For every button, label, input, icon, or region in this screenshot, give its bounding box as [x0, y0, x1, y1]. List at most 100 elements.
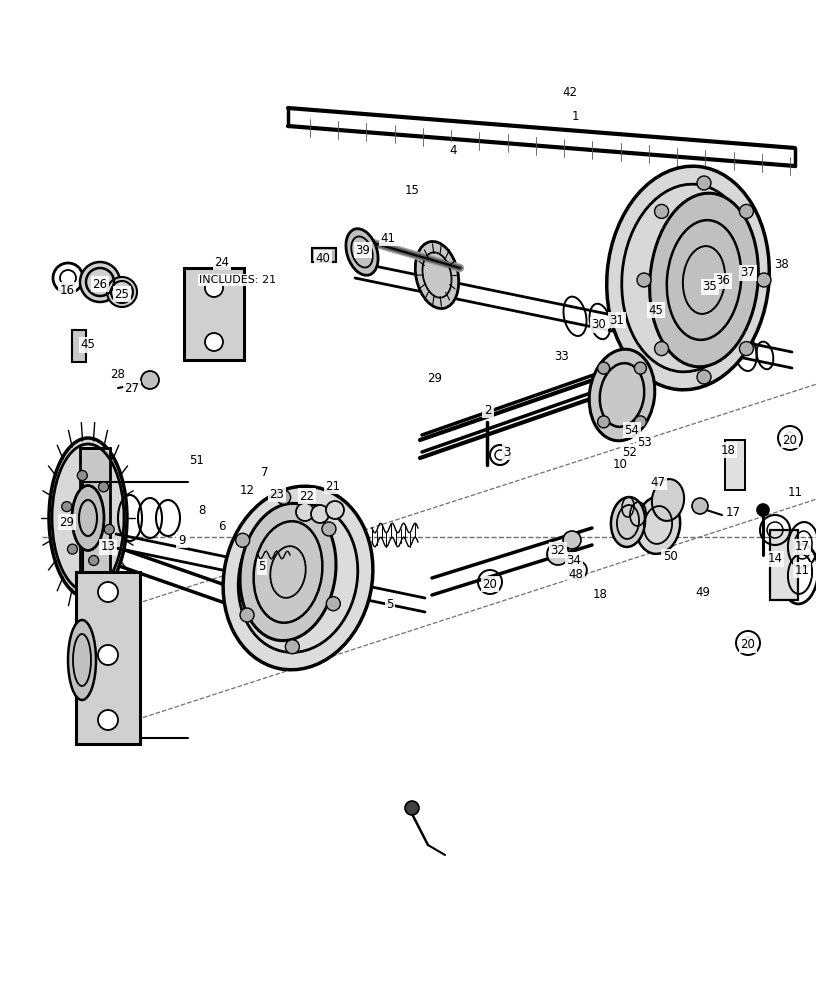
Text: 24: 24: [215, 255, 229, 268]
Circle shape: [597, 362, 610, 374]
Text: 26: 26: [92, 277, 108, 290]
Text: 34: 34: [566, 554, 582, 566]
Text: 45: 45: [81, 338, 95, 352]
Circle shape: [141, 371, 159, 389]
Text: 49: 49: [695, 585, 711, 598]
Ellipse shape: [415, 241, 459, 309]
Ellipse shape: [607, 166, 769, 390]
Text: 47: 47: [650, 476, 666, 488]
Circle shape: [205, 279, 223, 297]
Circle shape: [104, 524, 114, 534]
Circle shape: [634, 362, 646, 374]
Circle shape: [405, 801, 419, 815]
Circle shape: [296, 503, 314, 521]
Circle shape: [739, 342, 753, 356]
Text: 6: 6: [218, 520, 226, 534]
Circle shape: [240, 608, 254, 622]
Text: 20: 20: [482, 578, 498, 590]
Text: 10: 10: [613, 458, 628, 471]
Ellipse shape: [72, 486, 104, 550]
Circle shape: [739, 204, 753, 218]
Circle shape: [697, 176, 711, 190]
Text: 7: 7: [261, 466, 268, 479]
Circle shape: [692, 498, 708, 514]
Circle shape: [322, 522, 336, 536]
Circle shape: [326, 501, 344, 519]
Ellipse shape: [636, 496, 681, 554]
Text: 22: 22: [299, 489, 314, 502]
Text: 42: 42: [562, 86, 578, 99]
Ellipse shape: [240, 503, 336, 641]
Text: 40: 40: [316, 251, 330, 264]
Ellipse shape: [49, 438, 127, 598]
Text: 39: 39: [356, 243, 370, 256]
Bar: [76, 572, 140, 744]
Circle shape: [569, 561, 587, 579]
Circle shape: [98, 645, 118, 665]
Circle shape: [236, 533, 250, 547]
Circle shape: [311, 505, 329, 523]
Text: 27: 27: [125, 382, 140, 395]
Ellipse shape: [68, 620, 96, 700]
Text: 4: 4: [450, 143, 457, 156]
Circle shape: [99, 482, 109, 492]
Ellipse shape: [650, 193, 758, 367]
Circle shape: [80, 262, 120, 302]
Text: 23: 23: [269, 488, 285, 500]
Ellipse shape: [346, 229, 378, 275]
Text: 29: 29: [428, 371, 442, 384]
Text: 38: 38: [774, 258, 789, 271]
Text: 9: 9: [178, 534, 186, 546]
Text: 3: 3: [503, 446, 511, 458]
Text: 5: 5: [386, 598, 393, 611]
Text: 11: 11: [795, 564, 809, 576]
Circle shape: [205, 333, 223, 351]
Text: 13: 13: [100, 540, 115, 554]
Text: 52: 52: [623, 446, 637, 458]
Text: 17: 17: [795, 540, 809, 554]
Text: 5: 5: [259, 560, 266, 574]
Circle shape: [637, 273, 651, 287]
Text: 8: 8: [198, 504, 206, 516]
Text: 50: 50: [663, 550, 677, 564]
Text: 45: 45: [649, 304, 663, 316]
Circle shape: [654, 342, 668, 356]
Circle shape: [547, 543, 569, 565]
Circle shape: [89, 556, 99, 566]
Text: 37: 37: [741, 266, 756, 279]
Circle shape: [563, 531, 581, 549]
Circle shape: [654, 204, 668, 218]
Bar: [312, 248, 336, 262]
Text: 35: 35: [703, 280, 717, 294]
Text: 18: 18: [721, 444, 735, 456]
Bar: [80, 448, 110, 588]
Text: 21: 21: [326, 480, 340, 492]
Text: 32: 32: [551, 544, 565, 556]
Circle shape: [597, 416, 610, 428]
Text: 18: 18: [592, 587, 607, 600]
Circle shape: [107, 277, 137, 307]
Text: 51: 51: [189, 454, 205, 466]
Text: 12: 12: [240, 484, 255, 496]
Circle shape: [757, 504, 769, 516]
Text: 33: 33: [555, 351, 570, 363]
Circle shape: [634, 416, 646, 428]
Ellipse shape: [611, 497, 645, 547]
Text: 11: 11: [787, 486, 802, 498]
Text: 41: 41: [380, 232, 396, 244]
Text: 54: 54: [624, 424, 640, 436]
Text: 30: 30: [592, 318, 606, 332]
Text: 14: 14: [768, 552, 783, 566]
Text: 2: 2: [484, 403, 492, 416]
Bar: [725, 440, 745, 490]
Text: 28: 28: [110, 367, 126, 380]
Circle shape: [98, 710, 118, 730]
Text: 36: 36: [716, 274, 730, 288]
Bar: [72, 330, 86, 362]
Text: 25: 25: [114, 288, 130, 300]
Text: 31: 31: [610, 314, 624, 326]
Ellipse shape: [223, 486, 373, 670]
Circle shape: [78, 470, 87, 480]
Ellipse shape: [589, 349, 654, 441]
Bar: [184, 268, 244, 360]
